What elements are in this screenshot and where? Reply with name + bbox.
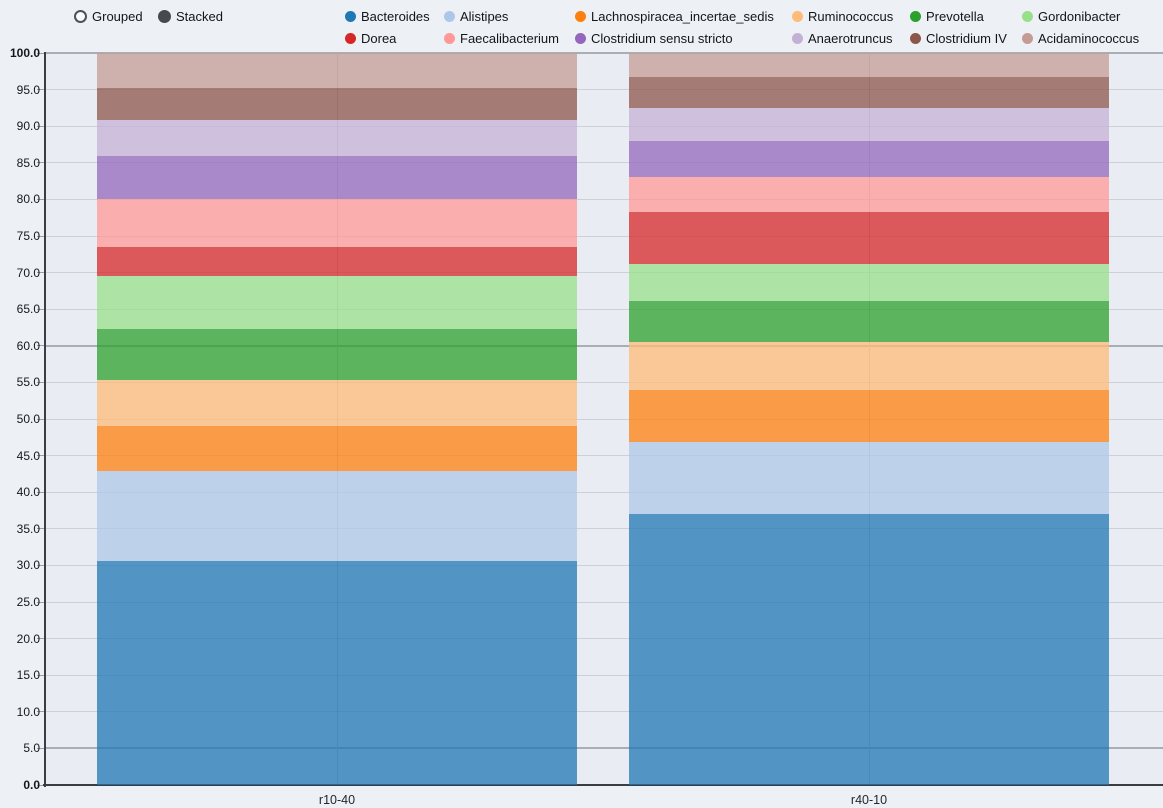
bar-segment-clostridium-iv[interactable]	[629, 77, 1109, 108]
legend-item-gordonibacter[interactable]: Gordonibacter	[1022, 8, 1120, 25]
y-tick-label: 15.0	[0, 667, 40, 683]
y-tick-label: 5.0	[0, 740, 40, 756]
legend-label: Gordonibacter	[1038, 9, 1120, 24]
bar-segment-faecalibacterium[interactable]	[629, 177, 1109, 212]
y-tick-label: 100.0	[0, 45, 40, 61]
legend-dot-icon	[792, 11, 803, 22]
legend-dot-icon	[575, 33, 586, 44]
legend-item-anaerotruncus[interactable]: Anaerotruncus	[792, 30, 893, 47]
legend-dot-icon	[345, 33, 356, 44]
legend-label: Alistipes	[460, 9, 508, 24]
y-tick-label: 85.0	[0, 155, 40, 171]
legend-dot-icon	[910, 33, 921, 44]
legend-item-prevotella[interactable]: Prevotella	[910, 8, 984, 25]
legend-dot-icon	[444, 33, 455, 44]
bar-segment-gordonibacter[interactable]	[629, 264, 1109, 301]
bar-segment-dorea[interactable]	[97, 247, 577, 276]
mode-radio-label: Stacked	[176, 9, 223, 24]
y-axis-line	[44, 52, 47, 787]
bar-segment-alistipes[interactable]	[97, 471, 577, 561]
legend-item-clostridium-iv[interactable]: Clostridium IV	[910, 30, 1007, 47]
bar-segment-anaerotruncus[interactable]	[97, 120, 577, 155]
y-tick-label: 40.0	[0, 484, 40, 500]
y-tick-label: 45.0	[0, 448, 40, 464]
y-tick-label: 65.0	[0, 301, 40, 317]
bar-r40-10	[629, 53, 1109, 785]
bar-segment-alistipes[interactable]	[629, 442, 1109, 514]
bar-segment-anaerotruncus[interactable]	[629, 108, 1109, 141]
bar-segment-acidaminococcus[interactable]	[629, 53, 1109, 77]
y-tick-label: 90.0	[0, 118, 40, 134]
bar-segment-prevotella[interactable]	[97, 329, 577, 380]
y-tick-label: 10.0	[0, 704, 40, 720]
bar-segment-bacteroides[interactable]	[97, 561, 577, 785]
bar-segment-lachnospiracea-incertae-sedis[interactable]	[97, 426, 577, 471]
stacked-bar-chart-app: Grouped Stacked Bacteroides Alistipes Lachn…	[0, 0, 1163, 808]
radio-selected-icon	[158, 10, 171, 23]
y-tick-label: 55.0	[0, 374, 40, 390]
legend-item-acidaminococcus[interactable]: Acidaminococcus	[1022, 30, 1139, 47]
radio-unselected-icon	[74, 10, 87, 23]
y-tick-label: 95.0	[0, 82, 40, 98]
legend-dot-icon	[345, 11, 356, 22]
legend-item-faecalibacterium[interactable]: Faecalibacterium	[444, 30, 559, 47]
y-tick-label: 70.0	[0, 265, 40, 281]
bar-segment-prevotella[interactable]	[629, 301, 1109, 342]
bar-segment-clostridium-iv[interactable]	[97, 88, 577, 120]
bar-segment-bacteroides[interactable]	[629, 514, 1109, 785]
bar-segment-ruminococcus[interactable]	[629, 342, 1109, 390]
bar-segment-clostridium-sensu-stricto[interactable]	[97, 156, 577, 200]
y-tick-label: 30.0	[0, 557, 40, 573]
y-tick-label: 75.0	[0, 228, 40, 244]
legend-label: Clostridium sensu stricto	[591, 31, 733, 46]
legend-dot-icon	[575, 11, 586, 22]
legend-dot-icon	[792, 33, 803, 44]
y-tick-label: 80.0	[0, 191, 40, 207]
legend-dot-icon	[1022, 11, 1033, 22]
legend-label: Bacteroides	[361, 9, 430, 24]
x-tick-label: r10-40	[277, 792, 397, 808]
legend-item-ruminococcus[interactable]: Ruminococcus	[792, 8, 893, 25]
y-tick-label: 35.0	[0, 521, 40, 537]
y-tick-label: 60.0	[0, 338, 40, 354]
legend-item-bacteroides[interactable]: Bacteroides	[345, 8, 430, 25]
legend-label: Faecalibacterium	[460, 31, 559, 46]
bar-segment-dorea[interactable]	[629, 212, 1109, 264]
bar-segment-gordonibacter[interactable]	[97, 276, 577, 329]
legend-label: Clostridium IV	[926, 31, 1007, 46]
legend-item-clostridium-sensu-stricto[interactable]: Clostridium sensu stricto	[575, 30, 733, 47]
mode-radio-grouped[interactable]: Grouped	[74, 8, 143, 25]
legend-label: Ruminococcus	[808, 9, 893, 24]
legend-label: Acidaminococcus	[1038, 31, 1139, 46]
mode-radio-stacked[interactable]: Stacked	[158, 8, 223, 25]
bar-segment-lachnospiracea-incertae-sedis[interactable]	[629, 390, 1109, 441]
legend-label: Prevotella	[926, 9, 984, 24]
legend-label: Anaerotruncus	[808, 31, 893, 46]
y-tick-label: 20.0	[0, 631, 40, 647]
bar-segment-clostridium-sensu-stricto[interactable]	[629, 141, 1109, 177]
legend-item-dorea[interactable]: Dorea	[345, 30, 396, 47]
legend-label: Dorea	[361, 31, 396, 46]
x-tick-label: r40-10	[809, 792, 929, 808]
legend-dot-icon	[910, 11, 921, 22]
legend-item-lachnospiracea-incertae-sedis[interactable]: Lachnospiracea_incertae_sedis	[575, 8, 774, 25]
y-tick-label: 25.0	[0, 594, 40, 610]
bar-segment-ruminococcus[interactable]	[97, 380, 577, 426]
legend-label: Lachnospiracea_incertae_sedis	[591, 9, 774, 24]
bar-r10-40	[97, 53, 577, 785]
legend-dot-icon	[444, 11, 455, 22]
legend-dot-icon	[1022, 33, 1033, 44]
y-tick-label: 50.0	[0, 411, 40, 427]
y-tick-label: 0.0	[0, 777, 40, 793]
bar-segment-acidaminococcus[interactable]	[97, 53, 577, 88]
bar-segment-faecalibacterium[interactable]	[97, 199, 577, 247]
mode-radio-label: Grouped	[92, 9, 143, 24]
legend-item-alistipes[interactable]: Alistipes	[444, 8, 508, 25]
